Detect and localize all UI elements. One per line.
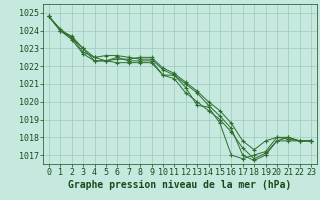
X-axis label: Graphe pression niveau de la mer (hPa): Graphe pression niveau de la mer (hPa) bbox=[68, 180, 292, 190]
